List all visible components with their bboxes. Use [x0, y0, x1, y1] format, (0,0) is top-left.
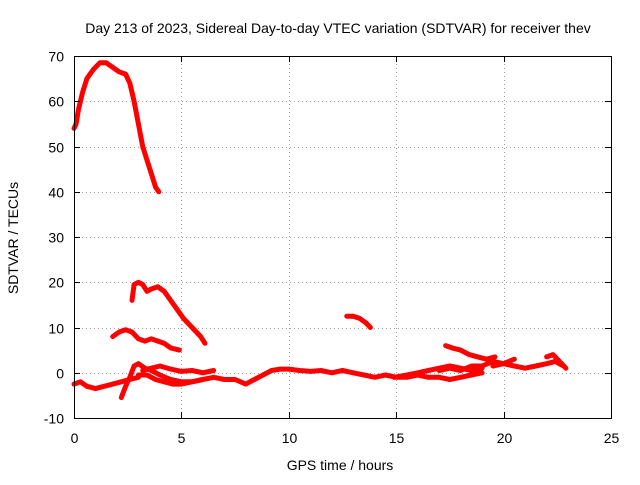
- data-series-arc-11: [391, 363, 485, 380]
- x-axis-label: GPS time / hours: [287, 457, 394, 473]
- x-tick-label: 20: [497, 430, 513, 446]
- y-tick-label: 40: [48, 185, 64, 201]
- x-tick-label: 5: [178, 430, 186, 446]
- y-tick-label: 30: [48, 230, 64, 246]
- data-series-arc-9: [443, 343, 498, 362]
- data-series-arc-12: [490, 358, 567, 371]
- y-tick-label: 70: [48, 49, 64, 65]
- y-tick-label: -10: [44, 411, 64, 427]
- y-tick-label: 60: [48, 94, 64, 110]
- x-tick-label: 25: [604, 430, 620, 446]
- data-series-arc-6: [135, 372, 206, 387]
- data-series-arc-13: [544, 352, 569, 371]
- data-series-arc-7: [140, 363, 217, 376]
- chart-title: Day 213 of 2023, Sidereal Day-to-day VTE…: [85, 20, 591, 36]
- data-series-arc-3: [110, 327, 182, 353]
- series-layer: [71, 60, 569, 401]
- x-tick-label: 10: [282, 430, 298, 446]
- tick-layer: 0 5 10 15 20 25 -10 0 10 20 30 40 50 60 70: [44, 49, 620, 447]
- y-tick-label: 50: [48, 140, 64, 156]
- x-tick-label: 0: [71, 430, 79, 446]
- x-tick-label: 15: [389, 430, 405, 446]
- data-series-arc-2: [129, 279, 208, 346]
- y-axis-label: SDTVAR / TECUs: [5, 182, 21, 294]
- y-tick-label: 20: [48, 275, 64, 291]
- data-series-arc-8: [344, 313, 373, 330]
- y-tick-label: 10: [48, 321, 64, 337]
- y-tick-label: 0: [56, 366, 64, 382]
- data-series-arc-1: [71, 60, 162, 195]
- grid-layer: [74, 56, 611, 418]
